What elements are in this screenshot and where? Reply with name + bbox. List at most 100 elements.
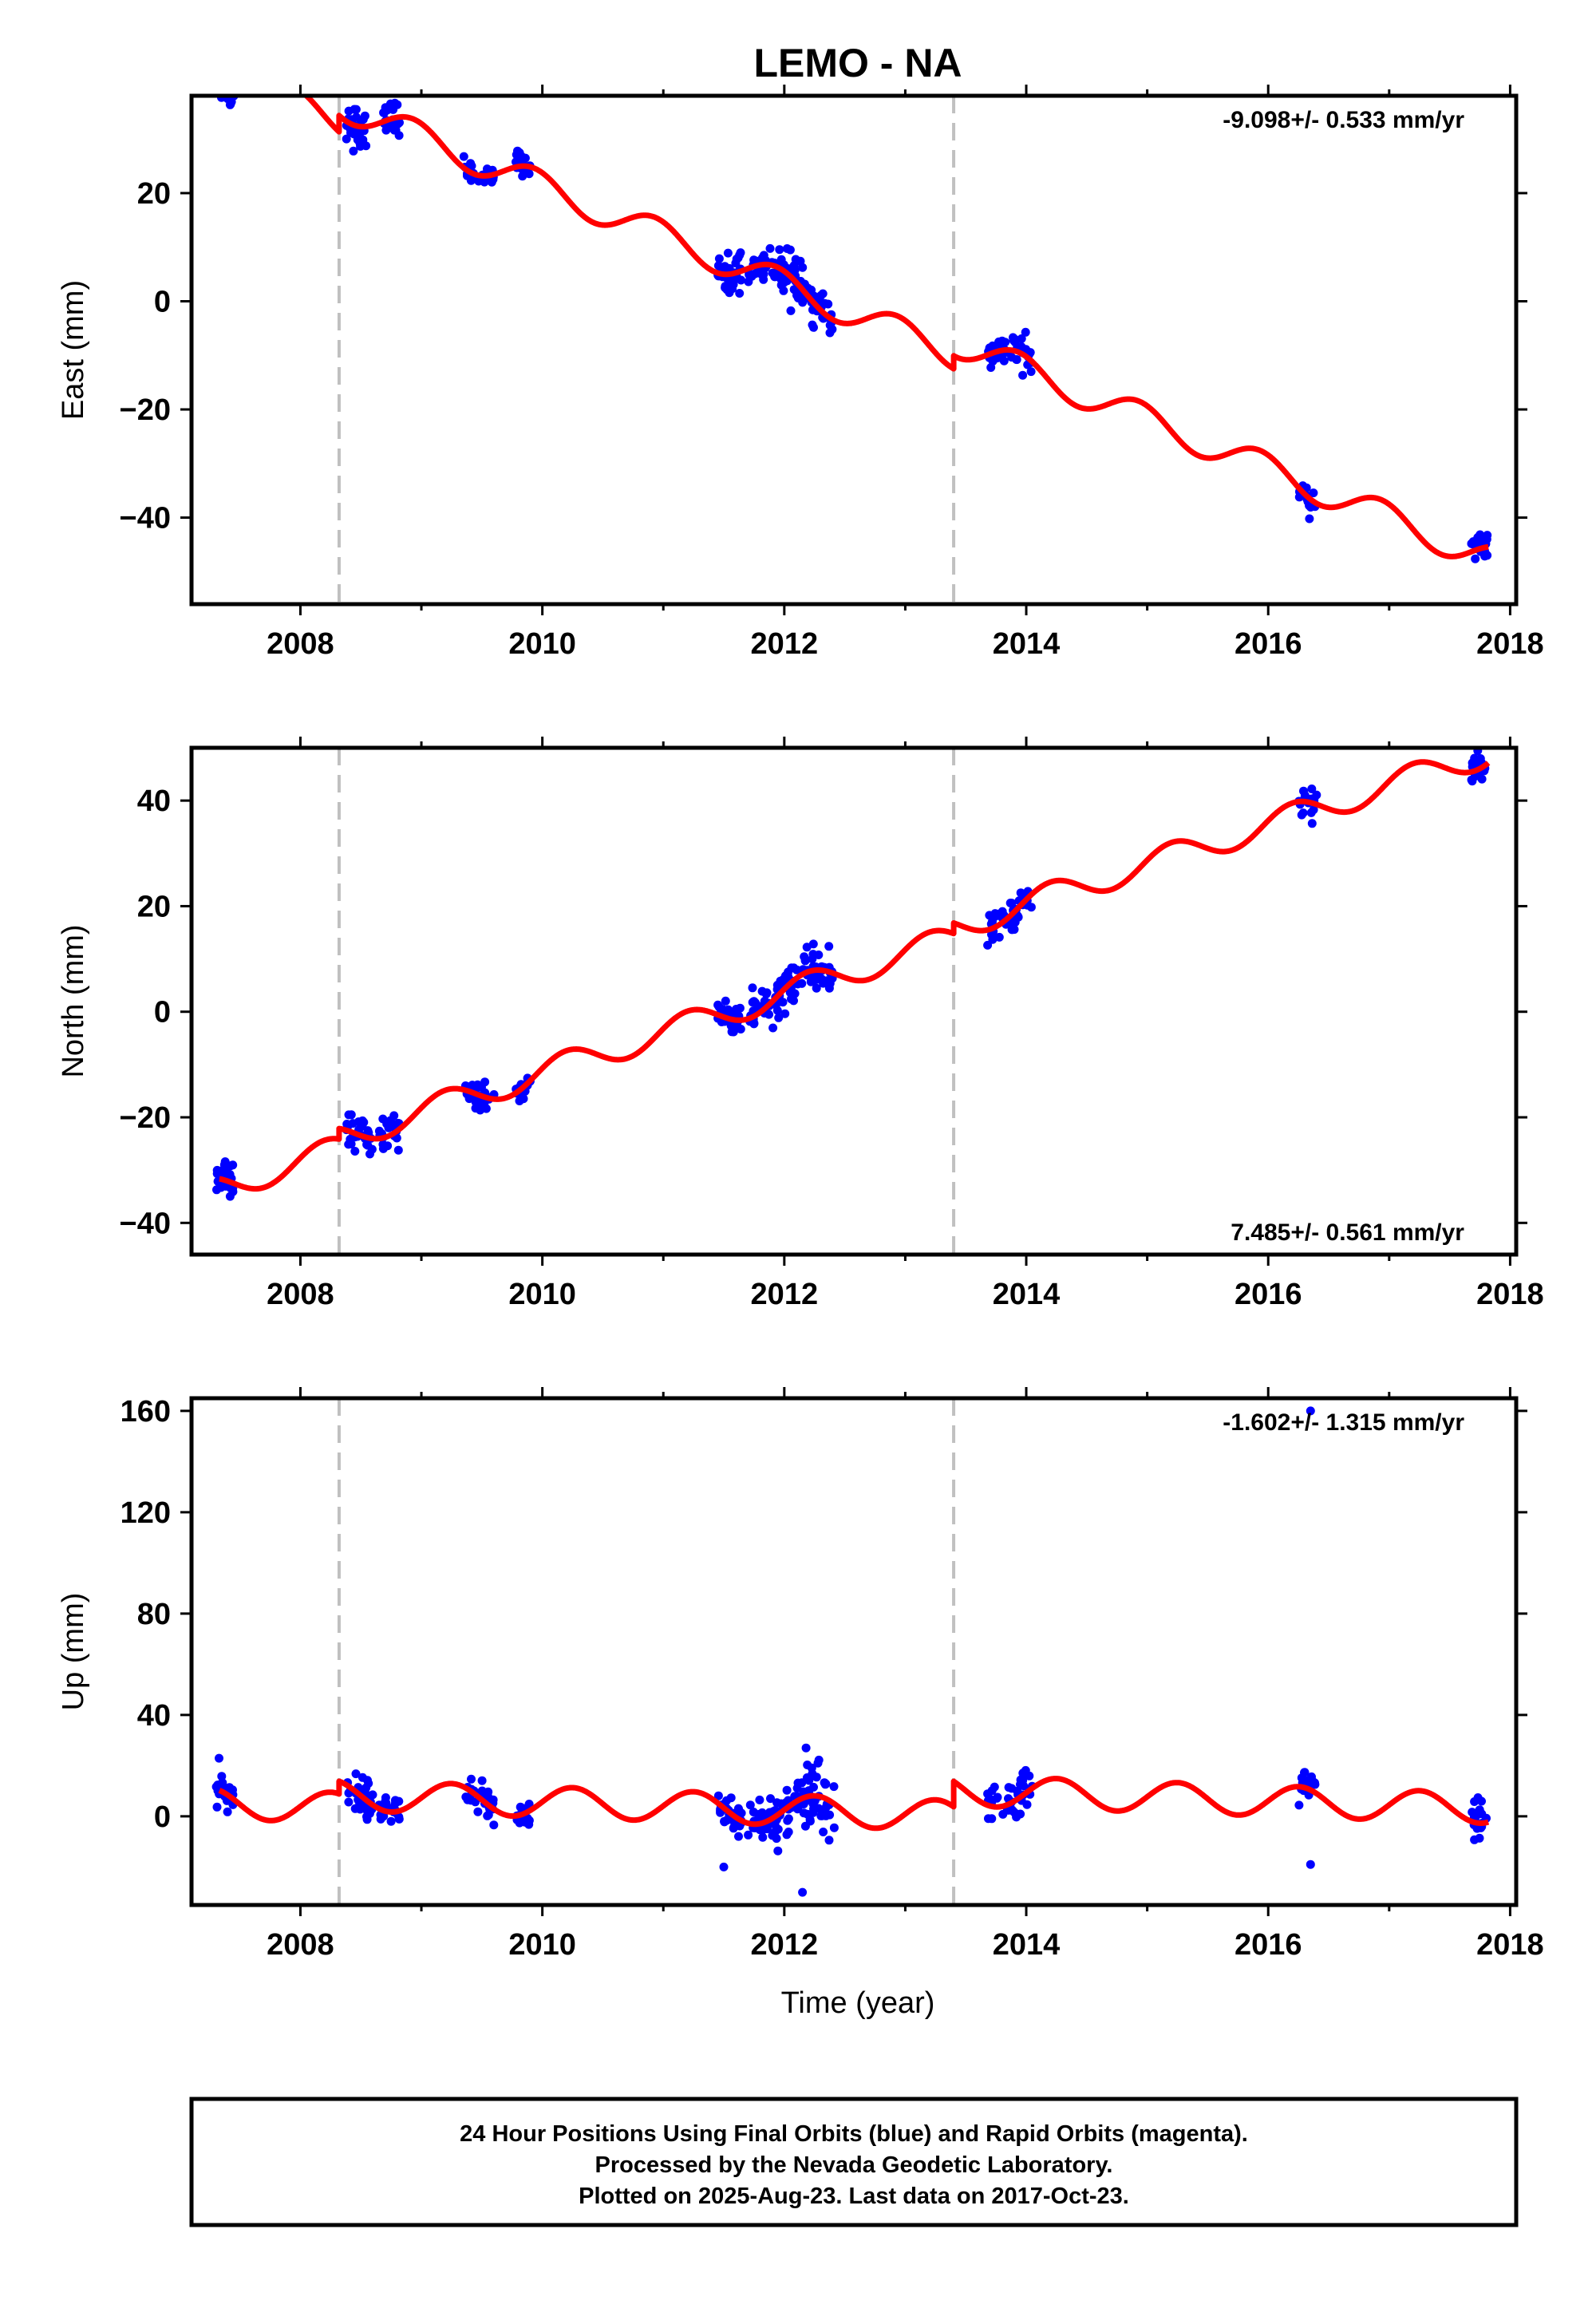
data-point-163	[736, 248, 745, 258]
data-point-93	[488, 1795, 498, 1804]
panel-3: 2008 2010 2012 2014 2016 2018 0 40 80 120 160 Up (m…	[57, 1387, 1544, 1962]
data-point-127	[519, 1094, 528, 1104]
x-tick-label: 2010	[508, 1928, 576, 1962]
data-point-227	[829, 1823, 839, 1832]
x-tick-label: 2008	[267, 1928, 334, 1962]
data-point-54	[346, 1110, 356, 1120]
data-point-191	[772, 1834, 781, 1844]
data-point-216	[779, 278, 788, 287]
data-point-15	[226, 100, 235, 109]
data-point-314	[990, 1782, 999, 1792]
y-tick-label: 40	[137, 1699, 171, 1733]
data-point-356	[1467, 775, 1476, 785]
data-point-330	[1306, 808, 1316, 817]
data-point-195	[766, 1794, 775, 1804]
data-point-259	[800, 1821, 810, 1831]
data-point-42	[342, 134, 351, 144]
y-tick-label: 0	[154, 1800, 171, 1834]
data-point-216	[749, 1018, 759, 1028]
x-tick-label: 2010	[508, 1278, 576, 1311]
plot-frame	[189, 93, 1519, 607]
data-point-123	[512, 150, 522, 160]
data-point-356	[1480, 536, 1490, 546]
data-point-21	[225, 1783, 234, 1792]
y-tick-label: −40	[120, 502, 171, 536]
panels: 2008 2010 2012 2014 2016 2018 −40 −20 0 20 East (m…	[57, 85, 1544, 1962]
footer-border	[189, 2097, 1519, 2227]
data-point-265	[829, 1782, 839, 1792]
data-point-309	[1010, 338, 1020, 347]
data-point-311	[1001, 338, 1010, 347]
data-point-21	[212, 1165, 222, 1175]
y-tick-label: −40	[120, 1207, 171, 1240]
data-point-218	[783, 1816, 792, 1825]
data-point-314	[1005, 899, 1015, 907]
data-point-309	[1007, 925, 1017, 935]
y-axis-label: Up (mm)	[57, 1593, 90, 1711]
data-point-107	[480, 1099, 489, 1109]
data-point-161	[732, 1005, 741, 1014]
x-tick-label: 2016	[1235, 627, 1302, 661]
data-point-297	[983, 940, 993, 950]
data-point-318	[1018, 1769, 1028, 1778]
data-point-158	[721, 263, 730, 273]
data-point-328	[1294, 1800, 1304, 1810]
x-tick-label: 2012	[751, 1928, 819, 1962]
panel-2: 2008 2010 2012 2014 2016 2018 −40 −20 0 20 40 North…	[57, 737, 1544, 1311]
x-tick-label: 2014	[993, 1278, 1061, 1311]
data-point-78	[390, 119, 400, 128]
data-point-208	[764, 1010, 774, 1019]
model-fit-line	[235, 96, 1491, 559]
data-point-254	[807, 1763, 816, 1773]
data-point-335	[1307, 1772, 1316, 1781]
data-point-342	[1477, 774, 1487, 784]
data-point-95	[477, 1776, 487, 1785]
data-point-331	[1299, 786, 1308, 796]
data-point-334	[1307, 819, 1317, 828]
y-tick-label: 40	[137, 785, 171, 818]
y-tick-label: 80	[137, 1598, 171, 1631]
data-point-161	[713, 1791, 723, 1800]
data-point-185	[775, 245, 784, 255]
data-point-132	[723, 248, 733, 258]
data-point-346	[1473, 1793, 1483, 1802]
data-point-312	[1017, 334, 1026, 343]
data-point-218	[757, 270, 766, 279]
data-point-184	[755, 1795, 764, 1804]
data-point-318	[1010, 918, 1020, 927]
data-point-42	[367, 1144, 377, 1154]
x-tick-label: 2018	[1476, 627, 1544, 661]
x-axis-label: Time (year)	[781, 1986, 935, 2020]
y-tick-label: −20	[120, 1101, 171, 1135]
data-point-108	[473, 1080, 482, 1089]
data-point-268	[824, 983, 834, 993]
footer-box: 24 Hour Positions Using Final Orbits (bl…	[189, 2097, 1519, 2227]
data-point-80	[389, 125, 399, 135]
data-point-296	[986, 363, 996, 372]
data-point-234	[813, 1758, 823, 1768]
data-point-87	[473, 1807, 483, 1816]
data-point-56	[386, 1816, 396, 1826]
y-tick-label: 0	[154, 286, 171, 319]
data-point-54	[355, 1799, 365, 1808]
data-point-86	[467, 1774, 476, 1784]
data-point-199	[784, 1828, 793, 1836]
y-tick-label: 120	[120, 1496, 171, 1530]
data-point-47	[344, 1797, 354, 1807]
data-point-216	[770, 1827, 780, 1836]
data-point-181	[782, 1785, 792, 1795]
data-point-55	[358, 1773, 367, 1782]
data-point-150	[721, 996, 730, 1006]
data-point-262	[785, 245, 795, 255]
data-point-242	[824, 1836, 834, 1845]
data-point-306	[990, 354, 999, 364]
data-point-358	[1471, 554, 1480, 563]
data-point-174	[758, 1832, 768, 1842]
data-point-235	[819, 1828, 828, 1836]
data-point-199	[761, 990, 771, 998]
data-point-33	[350, 1147, 360, 1156]
data-point-315	[994, 911, 1003, 920]
data-point-102	[471, 1097, 480, 1107]
y-tick-label: −20	[120, 393, 171, 427]
